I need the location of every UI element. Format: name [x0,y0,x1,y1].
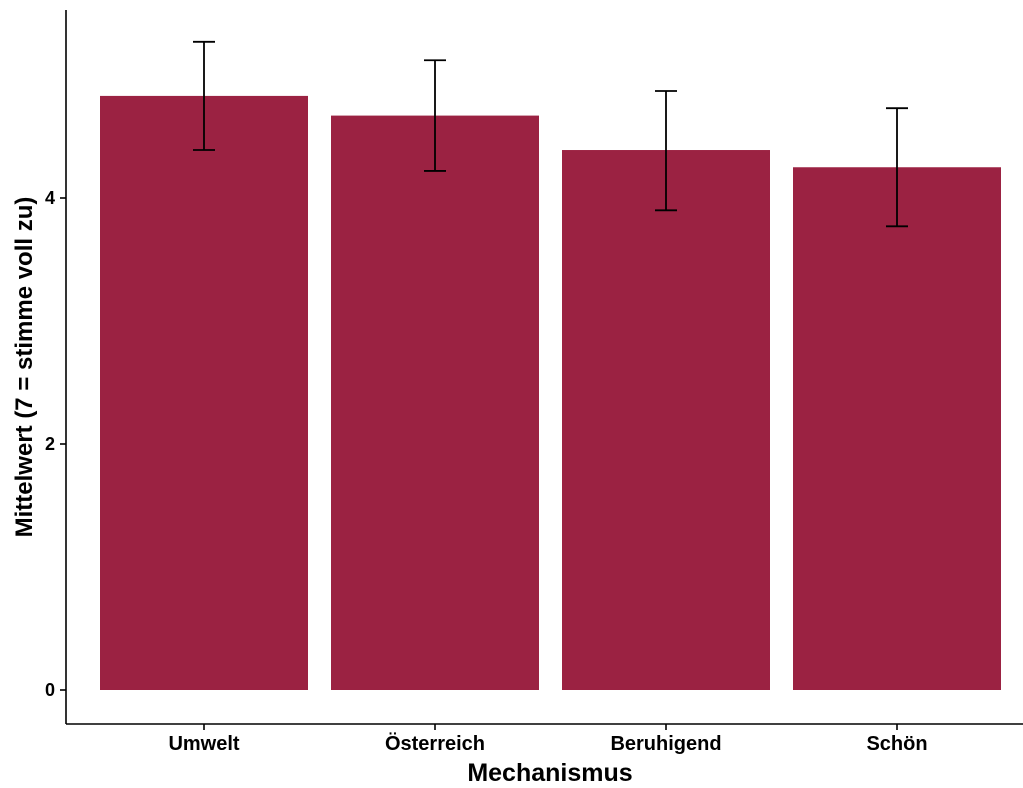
error-bar-1 [193,40,215,151]
x-tick-label: Österreich [385,732,485,755]
bars-layer [100,95,1001,691]
error-bars-layer [193,40,908,228]
error-bar-4 [886,107,908,228]
bar-4 [793,167,1001,690]
x-tick-label: Schön [866,733,927,755]
error-bar-2 [424,59,446,172]
y-tick-label: 4 [45,188,55,208]
x-ticks-layer: Umwelt Österreich Beruhigend Schön [168,724,928,755]
bar-3 [562,150,770,690]
x-axis-title: Mechanismus [467,759,632,783]
x-tick-label: Umwelt [168,733,239,755]
y-tick-label: 0 [45,680,55,700]
y-axis-title: Mittelwert (7 = stimme voll zu) [11,197,38,538]
y-tick-label: 2 [45,434,55,454]
bar-1 [100,95,308,690]
error-bar-3 [655,90,677,212]
x-tick-label: Beruhigend [610,733,721,755]
bar-2 [331,115,539,691]
y-ticks-layer: 0 2 4 [45,188,66,700]
